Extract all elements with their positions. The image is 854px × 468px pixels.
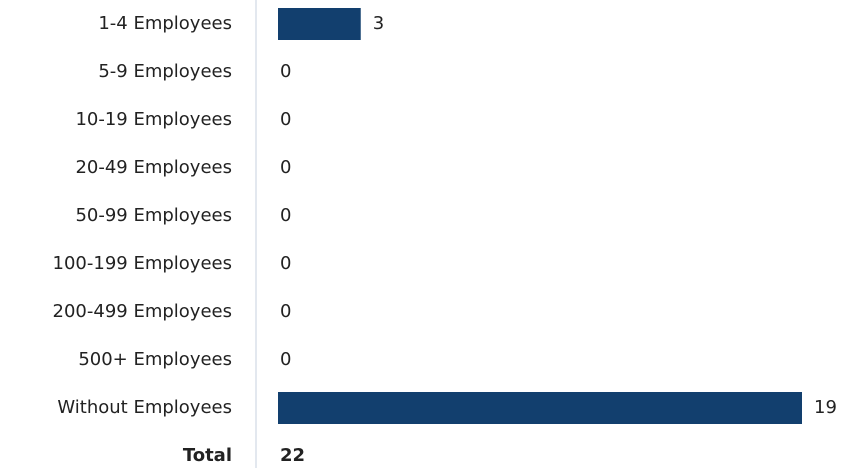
total-value: 22	[280, 445, 305, 466]
bar	[278, 8, 361, 40]
category-label: 200-499 Employees	[53, 301, 232, 322]
value-label: 0	[280, 349, 291, 370]
value-label: 0	[280, 301, 291, 322]
value-label: 0	[280, 253, 291, 274]
total-label: Total	[183, 445, 232, 466]
value-label: 3	[373, 13, 384, 34]
value-label: 0	[280, 61, 291, 82]
category-label: 100-199 Employees	[53, 253, 232, 274]
category-label: Without Employees	[57, 397, 232, 418]
value-label: 19	[814, 397, 837, 418]
category-label: 20-49 Employees	[75, 157, 232, 178]
category-label: 10-19 Employees	[75, 109, 232, 130]
category-label: 1-4 Employees	[98, 13, 232, 34]
value-label: 0	[280, 109, 291, 130]
category-label: 500+ Employees	[78, 349, 232, 370]
value-label: 0	[280, 157, 291, 178]
value-label: 0	[280, 205, 291, 226]
bar	[278, 392, 802, 424]
category-label: 50-99 Employees	[75, 205, 232, 226]
category-label: 5-9 Employees	[98, 61, 232, 82]
